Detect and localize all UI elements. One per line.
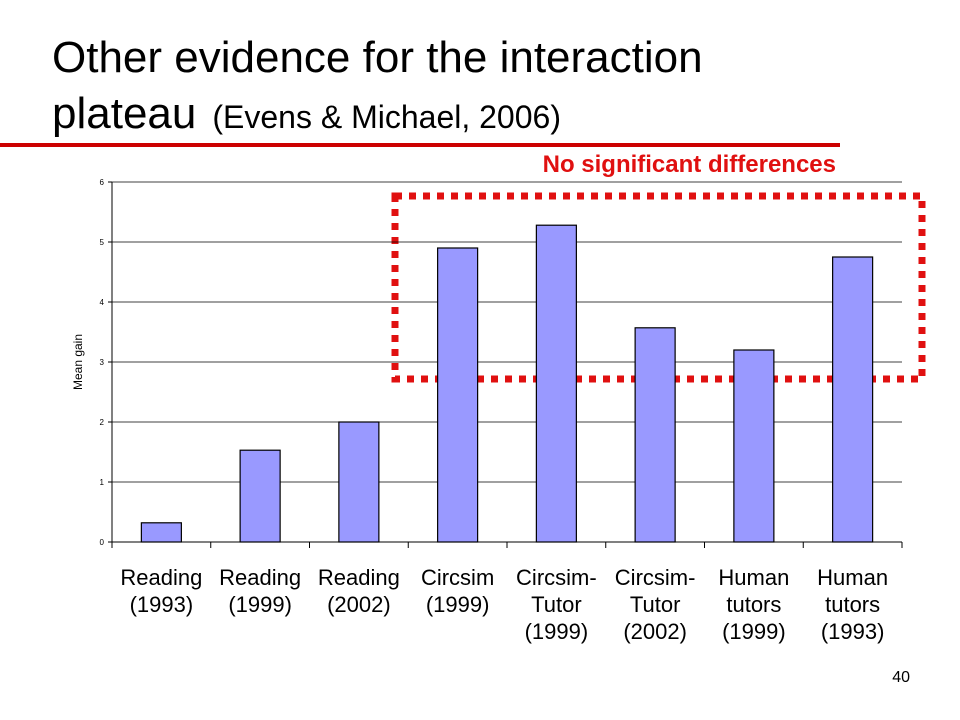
y-tick-label: 6: [100, 178, 105, 187]
x-tick-label: (1999): [228, 592, 292, 617]
bar: [140, 522, 182, 543]
x-tick-label: (1999): [426, 592, 490, 617]
x-tick-label: (1993): [821, 619, 885, 644]
x-tick-label: Circsim-: [615, 565, 696, 590]
bar: [733, 349, 775, 543]
x-tick-label: (1999): [722, 619, 786, 644]
y-tick-label: 0: [100, 538, 105, 547]
x-tick-label: tutors: [825, 592, 880, 617]
bar: [634, 327, 676, 543]
y-tick-label: 4: [100, 298, 105, 307]
title-line: plateau (Evens & Michael, 2006): [52, 89, 561, 138]
x-tick-label: Reading: [318, 565, 400, 590]
y-tick-label: 1: [100, 478, 105, 487]
x-tick-label: Circsim-: [516, 565, 597, 590]
x-tick-label: (2002): [623, 619, 687, 644]
x-tick-label: (2002): [327, 592, 391, 617]
y-tick-label: 5: [100, 238, 105, 247]
x-tick-label: Reading: [120, 565, 202, 590]
x-tick-label: (1993): [130, 592, 194, 617]
annotation: No significant differences: [543, 151, 836, 178]
bar: [535, 224, 577, 543]
highlight-box: [391, 192, 926, 383]
y-tick-label: 3: [100, 358, 105, 367]
subtitle: (Evens & Michael, 2006): [212, 99, 561, 135]
bar: [832, 256, 874, 543]
x-tick-label: Tutor: [630, 592, 681, 617]
x-tick-label: Circsim: [421, 565, 494, 590]
title-line: plateau: [52, 89, 196, 138]
x-tick-label: Human: [718, 565, 789, 590]
y-axis-label: Mean gain: [71, 334, 85, 390]
x-tick-label: Tutor: [531, 592, 582, 617]
page-number: 40: [892, 669, 910, 686]
x-tick-label: Reading: [219, 565, 301, 590]
x-tick-label: tutors: [726, 592, 781, 617]
bar: [239, 449, 281, 543]
bar: [437, 247, 479, 543]
x-tick-label: Human: [817, 565, 888, 590]
x-tick-label: (1999): [525, 619, 589, 644]
bar: [338, 421, 380, 543]
y-tick-label: 2: [100, 418, 105, 427]
title-line: Other evidence for the interaction: [52, 33, 703, 82]
